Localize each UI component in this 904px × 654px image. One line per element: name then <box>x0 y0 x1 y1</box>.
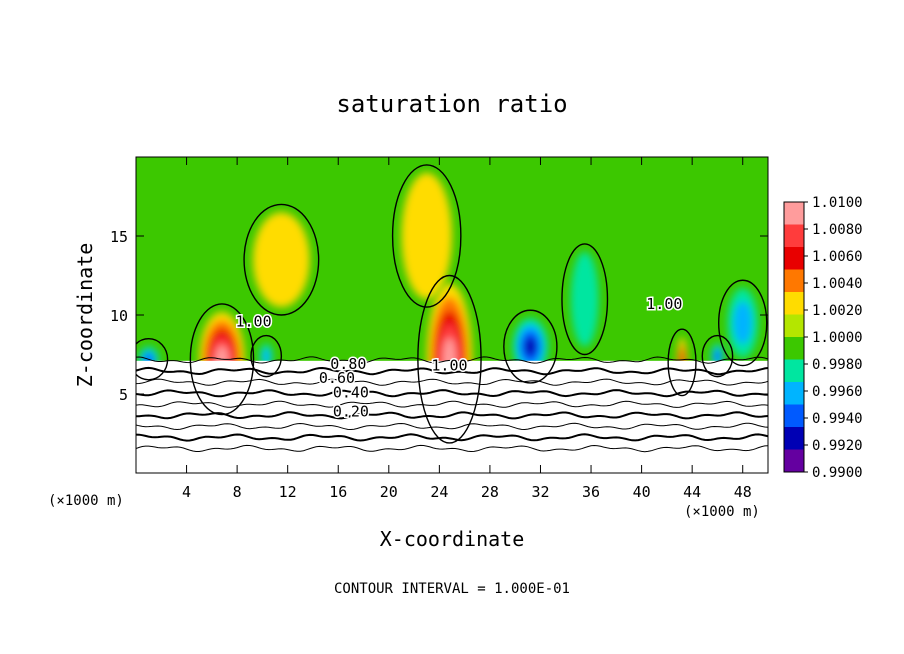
colorbar-label: 1.0020 <box>812 303 863 319</box>
unity-contour <box>718 279 768 367</box>
unity-contour <box>243 203 320 316</box>
contour-line <box>136 411 768 420</box>
x-tick-label: 4 <box>182 483 191 501</box>
colorbar-swatch <box>784 404 804 428</box>
contour-line <box>136 366 768 376</box>
contour-label: 0.40 <box>333 383 369 401</box>
y-tick-label: 10 <box>110 307 128 325</box>
x-unit-left: (×1000 m) <box>48 493 124 509</box>
colorbar-label: 1.0000 <box>812 330 863 346</box>
plot-area <box>136 157 768 473</box>
x-tick-label: 48 <box>734 483 752 501</box>
colorbar-label: 1.0100 <box>812 195 863 211</box>
contour-label: 0.80 <box>330 355 366 373</box>
colorbar-swatch <box>784 269 804 293</box>
colorbar-swatch <box>784 449 804 473</box>
colorbar-label: 1.0040 <box>812 276 863 292</box>
feature-level <box>714 350 721 362</box>
contour-label: 0.20 <box>333 402 369 420</box>
feature-level <box>401 172 452 300</box>
colorbar-label: 0.9980 <box>812 357 863 373</box>
contour-label: 1.00 <box>646 295 682 313</box>
x-tick-label: 44 <box>683 483 701 501</box>
colorbar-label: 0.9960 <box>812 384 863 400</box>
x-unit-right: (×1000 m) <box>684 504 760 520</box>
feature-level <box>570 251 599 347</box>
colorbar-label: 1.0060 <box>812 249 863 265</box>
x-tick-label: 32 <box>531 483 549 501</box>
unity-contour <box>417 274 482 444</box>
contour-line <box>136 389 768 398</box>
contour-label-layer: 1.00 1.00 1.00 0.800.600.400.20 <box>234 293 684 421</box>
colorbar-swatch <box>784 292 804 315</box>
feature-level <box>252 212 310 308</box>
contour-line <box>136 356 768 364</box>
contour-label: 0.60 <box>319 369 355 387</box>
unity-contour <box>189 303 255 416</box>
feature-level <box>733 301 753 345</box>
colorbar-swatch <box>784 202 804 225</box>
x-tick-label: 40 <box>633 483 651 501</box>
x-tick-label: 36 <box>582 483 600 501</box>
contour-line <box>136 433 768 442</box>
feature-level <box>524 336 537 357</box>
supersaturation-feature <box>252 212 310 308</box>
contour-interval-note: CONTOUR INTERVAL = 1.000E-01 <box>334 581 570 597</box>
x-tick-label: 20 <box>380 483 398 501</box>
contour-line <box>136 400 768 408</box>
colorbar-swatch <box>784 359 804 383</box>
colorbar-swatch <box>784 382 804 405</box>
unity-contour <box>561 243 609 356</box>
x-tick-label: 24 <box>430 483 448 501</box>
colorbar: 1.0100 1.0080 1.0060 1.0040 1.0020 1.0000 0.99… <box>783 195 863 481</box>
chart-title: saturation ratio <box>336 90 567 118</box>
y-tick-label: 15 <box>110 228 128 246</box>
unity-contour <box>136 338 169 381</box>
subsaturation-feature <box>570 251 599 347</box>
unity-contour <box>701 334 734 378</box>
unity-contour <box>667 328 697 397</box>
colorbar-swatch <box>784 224 804 248</box>
x-tick-label: 8 <box>233 483 242 501</box>
x-tick-label: 16 <box>329 483 347 501</box>
subsaturation-feature <box>727 288 758 358</box>
x-axis-label: X-coordinate <box>380 527 525 551</box>
colorbar-swatch <box>784 337 804 360</box>
colorbar-label: 0.9900 <box>812 465 863 481</box>
unity-contour <box>503 309 558 384</box>
contour-line <box>136 422 768 431</box>
y-axis-label: Z-coordinate <box>73 243 97 388</box>
contour-label: 1.00 <box>235 312 271 330</box>
x-tick-label: 28 <box>481 483 499 501</box>
unity-contour <box>250 334 283 378</box>
colorbar-swatch <box>784 247 804 270</box>
y-tick-label: 5 <box>119 386 128 404</box>
x-tick-label: 12 <box>279 483 297 501</box>
colorbar-swatch <box>784 427 804 450</box>
colorbar-label: 0.9920 <box>812 438 863 454</box>
colorbar-label: 0.9940 <box>812 411 863 427</box>
colorbar-label: 1.0080 <box>812 222 863 238</box>
contour-line <box>136 378 768 386</box>
contour-label: 1.00 <box>431 357 467 375</box>
contour-lines <box>136 164 768 453</box>
colorbar-swatch <box>784 314 804 338</box>
contour-line <box>136 444 768 453</box>
supersaturation-feature <box>401 172 452 300</box>
unity-contour <box>391 164 462 308</box>
feature-level <box>262 348 271 364</box>
